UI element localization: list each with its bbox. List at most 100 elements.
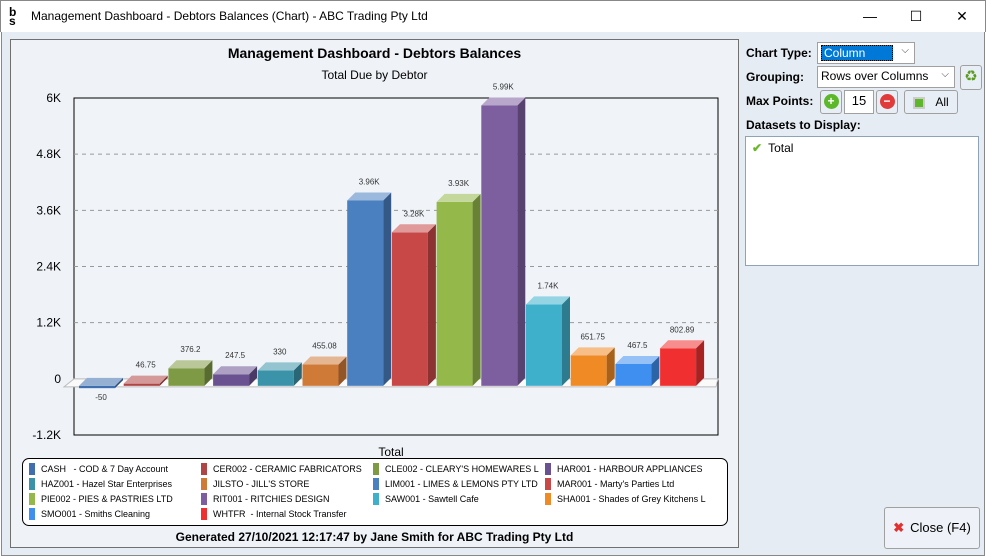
column-chart: 6K 4.8K 3.6K 2.4K 1.2K 0 -1.2K -50 46.75 376.2 247…	[32, 82, 719, 459]
bar-front	[615, 363, 652, 386]
bar-front	[123, 383, 160, 386]
legend-label: SHA001 - Shades of Grey Kitchens L	[557, 494, 706, 504]
data-label: 376.2	[180, 345, 201, 354]
legend-item: JILSTO - JILL'S STORE	[201, 478, 369, 492]
bar-front	[79, 385, 115, 389]
chart-type-select[interactable]: Column ⌵	[817, 42, 915, 64]
bar-top	[123, 375, 168, 384]
bar-side	[115, 377, 123, 389]
close-label: Close (F4)	[910, 520, 971, 535]
legend-item: SAW001 - Sawtell Cafe	[373, 493, 541, 507]
legend-swatch	[373, 493, 379, 505]
data-label: 455.08	[312, 342, 337, 351]
legend-label: RIT001 - RITCHIES DESIGN	[213, 494, 330, 504]
data-label: -50	[95, 393, 107, 402]
legend-item: CLE002 - CLEARY'S HOMEWARES L	[373, 463, 541, 477]
close-x-icon: ✖	[893, 520, 905, 535]
data-label: 3.96K	[359, 177, 381, 186]
legend-label: HAR001 - HARBOUR APPLIANCES	[557, 464, 703, 474]
bar-top	[391, 224, 436, 233]
legend-swatch	[29, 508, 35, 520]
generated-footer: Generated 27/10/2021 12:17:47 by Jane Sm…	[175, 530, 574, 544]
legend-swatch	[545, 478, 551, 490]
y-tick-label: 4.8K	[36, 147, 61, 161]
data-label: 3.28K	[403, 209, 425, 218]
bar-side	[204, 360, 213, 386]
data-label: 1.74K	[538, 281, 560, 290]
data-label: 330	[273, 347, 287, 356]
bar-front	[481, 105, 518, 386]
legend-item: CER002 - CERAMIC FABRICATORS	[201, 463, 369, 477]
legend-item: WHTFR - Internal Stock Transfer	[201, 508, 369, 522]
legend-item: PIE002 - PIES & PASTRIES LTD	[29, 493, 197, 507]
bar-front	[660, 348, 697, 386]
bar-side	[338, 356, 347, 386]
legend-swatch	[201, 463, 207, 475]
chart-legend: CASH - COD & 7 Day Account CER002 - CERAM…	[22, 458, 728, 526]
legend-item: CASH - COD & 7 Day Account	[29, 463, 197, 477]
legend-item: SMO001 - Smiths Cleaning	[29, 508, 197, 522]
chart-subtitle: Total Due by Debtor	[321, 68, 428, 82]
legend-item: LIM001 - LIMES & LEMONS PTY LTD	[373, 478, 541, 492]
bar-top	[660, 340, 705, 349]
data-label: 46.75	[136, 361, 157, 370]
x-axis-label: Total	[378, 445, 403, 459]
datasets-list[interactable]: ✔ Total	[745, 136, 979, 266]
legend-label: MAR001 - Marty's Parties Ltd	[557, 479, 675, 489]
bar-side	[696, 340, 705, 386]
legend-item: MAR001 - Marty's Parties Ltd	[545, 478, 713, 492]
y-tick-label: 1.2K	[36, 316, 61, 330]
legend-item: HAZ001 - Hazel Star Enterprises	[29, 478, 197, 492]
bar-front	[391, 232, 428, 386]
refresh-recycle-button[interactable]: ♻	[960, 65, 982, 90]
decrease-points-button[interactable]: −	[876, 90, 898, 114]
bar-side	[427, 224, 436, 386]
data-label: 3.93K	[448, 179, 470, 188]
legend-label: JILSTO - JILL'S STORE	[213, 479, 310, 489]
data-label: 247.5	[225, 351, 246, 360]
bar-top	[302, 356, 347, 365]
legend-label: SMO001 - Smiths Cleaning	[41, 509, 151, 519]
plus-icon: +	[823, 94, 839, 109]
minus-icon: −	[879, 94, 895, 109]
legend-swatch	[29, 463, 35, 475]
chevron-down-icon: ⌵	[901, 45, 909, 56]
legend-label: CASH - COD & 7 Day Account	[41, 464, 169, 474]
legend-swatch	[373, 478, 379, 490]
bar-top	[615, 355, 660, 364]
bar-top	[526, 296, 570, 305]
legend-swatch	[201, 478, 207, 490]
chart-panel: Management Dashboard - Debtors Balances …	[10, 39, 739, 548]
data-label: 651.75	[580, 332, 605, 341]
close-window-button[interactable]: ✕	[956, 8, 968, 24]
bar-top	[436, 193, 481, 202]
legend-label: CLE002 - CLEARY'S HOMEWARES L	[385, 464, 539, 474]
data-label: 802.89	[670, 325, 695, 334]
increase-points-button[interactable]: +	[820, 90, 842, 114]
y-tick-label: -1.2K	[32, 428, 61, 442]
chart-type-label: Chart Type:	[746, 46, 812, 60]
bar-front	[526, 304, 562, 386]
bar-side	[517, 97, 526, 386]
bar-top	[481, 97, 526, 106]
legend-swatch	[201, 493, 207, 505]
dataset-item-total[interactable]: ✔ Total	[746, 137, 978, 159]
max-points-input[interactable]: 15	[844, 90, 874, 114]
minimize-button[interactable]: —	[863, 8, 877, 24]
bar-front	[570, 355, 607, 386]
close-button[interactable]: ✖ Close (F4)	[884, 507, 980, 549]
bar-front	[347, 200, 384, 386]
legend-swatch	[545, 493, 551, 505]
grouping-select[interactable]: Rows over Columns ⌵	[817, 66, 955, 88]
max-points-label: Max Points:	[746, 94, 814, 108]
all-points-button[interactable]: All	[904, 90, 958, 114]
add-all-icon	[913, 96, 926, 109]
legend-item: RIT001 - RITCHIES DESIGN	[201, 493, 369, 507]
bar-side	[472, 193, 481, 386]
bar-top	[257, 362, 302, 371]
y-tick-label: 6K	[46, 91, 61, 105]
legend-swatch	[29, 478, 35, 490]
maximize-button[interactable]: ☐	[909, 8, 923, 24]
